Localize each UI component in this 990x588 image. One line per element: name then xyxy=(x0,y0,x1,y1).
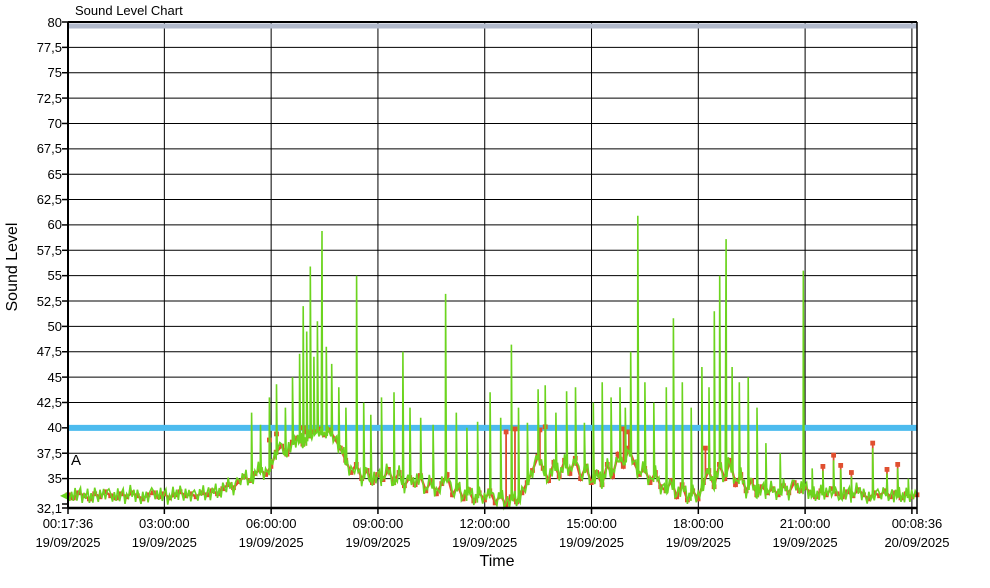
annotation-a: A xyxy=(71,452,82,469)
y-tick-label: 35 xyxy=(47,471,62,487)
y-tick-label: 62,5 xyxy=(36,192,62,208)
y-tick-label: 47,5 xyxy=(36,344,62,360)
x-tick-label: 18:00:00 19/09/2025 xyxy=(665,516,731,550)
x-axis-title: Time xyxy=(479,553,515,570)
x-tick-label: 15:00:00 19/09/2025 xyxy=(558,516,625,550)
y-tick-label: 57,5 xyxy=(36,242,62,258)
y-tick-label: 70 xyxy=(47,115,62,131)
x-tick-label: 06:00:00 19/09/2025 xyxy=(238,516,304,550)
x-tick-label: 00:08:36 20/09/2025 xyxy=(884,516,950,550)
y-tick-label: 72,5 xyxy=(36,90,62,106)
x-tick-label: 21:00:00 19/09/2025 xyxy=(772,516,838,550)
y-tick-label: 67,5 xyxy=(36,141,62,157)
x-tick-label: 09:00:00 19/09/2025 xyxy=(345,516,411,550)
y-tick-label: 50 xyxy=(47,318,62,334)
y-tick-label: 37,5 xyxy=(36,445,62,461)
y-tick-label: 60 xyxy=(47,217,62,233)
chart-title: Sound Level Chart xyxy=(75,3,183,18)
y-tick-label: 52,5 xyxy=(36,293,62,309)
y-tick-label: 32,1 xyxy=(36,500,62,516)
x-tick-label: 00:17:36 19/09/2025 xyxy=(35,516,101,550)
y-tick-label: 45 xyxy=(47,369,62,385)
y-tick-label: 42,5 xyxy=(36,394,62,410)
x-tick-label: 12:00:00 19/09/2025 xyxy=(452,516,518,550)
y-tick-label: 55 xyxy=(47,268,62,284)
y-tick-label: 75 xyxy=(47,65,62,81)
y-tick-label: 40 xyxy=(47,420,62,436)
y-tick-label: 80 xyxy=(47,14,62,30)
y-tick-label: 65 xyxy=(47,166,62,182)
y-tick-label: 77,5 xyxy=(36,39,62,55)
x-tick-label: 03:00:00 19/09/2025 xyxy=(131,516,197,550)
